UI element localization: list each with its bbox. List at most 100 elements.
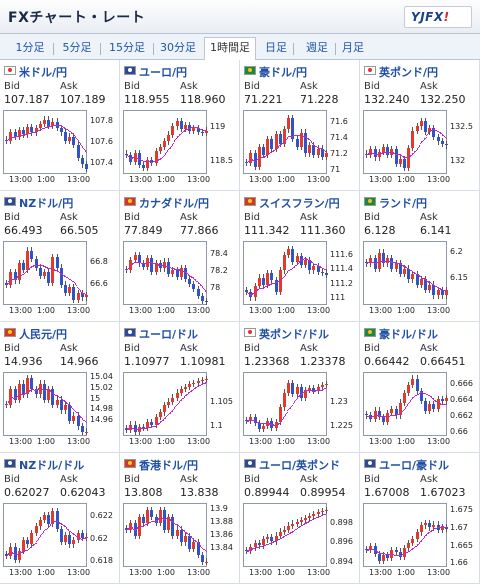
currency-panel[interactable]: NZドル/円 Bid Ask 66.493 66.505 66.8 66.6 13:… bbox=[0, 191, 120, 322]
currency-panel[interactable]: 豪ドル/円 Bid Ask 71.221 71.228 71.6 71.4 71.2… bbox=[240, 60, 360, 191]
currency-panel[interactable]: ユーロ/豪ドル Bid Ask 1.67008 1.67023 1.675 1.6… bbox=[360, 453, 480, 584]
currency-panel[interactable]: スイスフラン/円 Bid Ask 111.342 111.360 111.6 11… bbox=[240, 191, 360, 322]
moving-average-point bbox=[264, 286, 266, 288]
currency-panel[interactable]: 英ポンド/ドル Bid Ask 1.23368 1.23378 1.23 1.22… bbox=[240, 322, 360, 453]
yjfx-logo[interactable]: YJFX! bbox=[404, 6, 472, 28]
pair-name[interactable]: 米ドル/円 bbox=[19, 66, 68, 79]
pair-header[interactable]: NZドル/円 bbox=[4, 195, 118, 210]
moving-average-point bbox=[408, 402, 410, 404]
candlestick-chart[interactable]: 66.8 66.6 13:00 1:00 13:00 bbox=[3, 241, 117, 317]
moving-average-point bbox=[53, 521, 55, 523]
currency-panel[interactable]: 人民元/円 Bid Ask 14.936 14.966 15.04 15.02 15… bbox=[0, 322, 120, 453]
candlestick-chart[interactable]: 119 118.5 13:00 1:00 13:00 bbox=[123, 110, 237, 186]
pair-name[interactable]: NZドル/ドル bbox=[19, 459, 85, 472]
moving-average-point bbox=[265, 544, 267, 546]
moving-average-point bbox=[270, 424, 272, 425]
bid-label: Bid bbox=[4, 81, 20, 92]
tab-timeframe[interactable]: 日足 bbox=[265, 41, 287, 54]
pair-header[interactable]: 英ポンド/円 bbox=[364, 64, 478, 79]
moving-average-point bbox=[175, 137, 177, 139]
candlestick-chart[interactable]: 71.6 71.4 71.2 71 13:00 1:00 13:00 bbox=[243, 110, 357, 186]
moving-average-point bbox=[325, 151, 327, 153]
pair-name[interactable]: 豪ドル/円 bbox=[259, 66, 308, 79]
pair-header[interactable]: ユーロ/円 bbox=[124, 64, 238, 79]
candlestick-chart[interactable]: 6.2 6.15 13:00 1:00 13:00 bbox=[363, 241, 477, 317]
tab-timeframe[interactable]: 週足 bbox=[306, 41, 328, 54]
moving-average-point bbox=[169, 412, 171, 414]
pair-name[interactable]: NZドル/円 bbox=[19, 197, 74, 210]
pair-name[interactable]: スイスフラン/円 bbox=[259, 197, 340, 210]
moving-average-point bbox=[380, 552, 382, 554]
pair-header[interactable]: NZドル/ドル bbox=[4, 457, 118, 472]
bid-label: Bid bbox=[364, 81, 380, 92]
moving-average-point bbox=[147, 160, 149, 162]
currency-panel[interactable]: ランド/円 Bid Ask 6.128 6.141 6.2 6.15 13:00 1:… bbox=[360, 191, 480, 322]
candlestick-chart[interactable]: 1.23 1.225 13:00 1:00 13:00 bbox=[243, 372, 357, 448]
tab-timeframe[interactable]: 5分足 bbox=[62, 41, 92, 54]
pair-header[interactable]: 香港ドル/円 bbox=[124, 457, 238, 472]
tab-timeframe[interactable]: 月足 bbox=[342, 41, 364, 54]
candlestick-chart[interactable]: 0.622 0.62 0.618 13:00 1:00 13:00 bbox=[3, 503, 117, 579]
candlestick-chart[interactable]: 132.5 132 13:00 1:00 13:00 bbox=[363, 110, 477, 186]
candle-up bbox=[76, 533, 80, 540]
candlestick-chart[interactable]: 1.105 1.1 13:00 1:00 13:00 bbox=[123, 372, 237, 448]
tab-timeframe[interactable]: 30分足 bbox=[160, 41, 196, 54]
pair-header[interactable]: ランド/円 bbox=[364, 195, 478, 210]
currency-panel[interactable]: 豪ドル/ドル Bid Ask 0.66442 0.66451 0.666 0.66… bbox=[360, 322, 480, 453]
tab-timeframe[interactable]: 1時間足 bbox=[204, 37, 256, 61]
candlestick-chart[interactable]: 1.675 1.67 1.665 1.66 13:00 1:00 13:00 bbox=[363, 503, 477, 579]
candle-up bbox=[38, 519, 42, 527]
currency-panel[interactable]: 香港ドル/円 Bid Ask 13.808 13.838 13.9 13.88 13… bbox=[120, 453, 240, 584]
currency-panel[interactable]: カナダドル/円 Bid Ask 77.849 77.866 78.4 78.2 78… bbox=[120, 191, 240, 322]
moving-average-point bbox=[201, 129, 203, 131]
pair-name[interactable]: ユーロ/ドル bbox=[139, 328, 199, 341]
pair-header[interactable]: 人民元/円 bbox=[4, 326, 118, 341]
currency-panel[interactable]: NZドル/ドル Bid Ask 0.62027 0.62043 0.622 0.6… bbox=[0, 453, 120, 584]
moving-average-point bbox=[300, 259, 302, 261]
pair-name[interactable]: ユーロ/豪ドル bbox=[379, 459, 450, 472]
pair-name[interactable]: カナダドル/円 bbox=[139, 197, 210, 210]
pair-header[interactable]: ユーロ/英ポンド bbox=[244, 457, 358, 472]
pair-name[interactable]: 英ポンド/ドル bbox=[259, 328, 330, 341]
moving-average-point bbox=[34, 389, 36, 391]
pair-name[interactable]: 香港ドル/円 bbox=[139, 459, 199, 472]
pair-header[interactable]: カナダドル/円 bbox=[124, 195, 238, 210]
pair-name[interactable]: 英ポンド/円 bbox=[379, 66, 439, 79]
pair-header[interactable]: 豪ドル/ドル bbox=[364, 326, 478, 341]
x-tick-label: 1:00 bbox=[277, 568, 295, 577]
currency-panel[interactable]: ユーロ/英ポンド Bid Ask 0.89944 0.89954 0.898 0.… bbox=[240, 453, 360, 584]
moving-average-point bbox=[72, 280, 74, 282]
candlestick-chart[interactable]: 13.9 13.88 13.86 13.84 13:00 1:00 13:00 bbox=[123, 503, 237, 579]
pair-name[interactable]: ユーロ/英ポンド bbox=[259, 459, 341, 472]
pair-header[interactable]: スイスフラン/円 bbox=[244, 195, 358, 210]
moving-average-point bbox=[142, 262, 144, 264]
candlestick-chart[interactable]: 78.4 78.2 78 13:00 1:00 13:00 bbox=[123, 241, 237, 317]
moving-average-point bbox=[271, 542, 273, 544]
currency-panel[interactable]: ユーロ/ドル Bid Ask 1.10977 1.10981 1.105 1.1 1… bbox=[120, 322, 240, 453]
currency-panel[interactable]: 米ドル/円 Bid Ask 107.187 107.189 107.8 107.6… bbox=[0, 60, 120, 191]
pair-name[interactable]: 人民元/円 bbox=[19, 328, 68, 341]
currency-panel[interactable]: 英ポンド/円 Bid Ask 132.240 132.250 132.5 132 1… bbox=[360, 60, 480, 191]
moving-average-point bbox=[251, 293, 253, 295]
moving-average-point bbox=[316, 146, 318, 148]
tab-timeframe[interactable]: 15分足 bbox=[109, 41, 145, 54]
candlestick-chart[interactable]: 0.666 0.664 0.662 0.66 13:00 1:00 13:00 bbox=[363, 372, 477, 448]
candlestick-chart[interactable]: 111.6 111.4 111.2 111 13:00 1:00 13:00 bbox=[243, 241, 357, 317]
pair-header[interactable]: 豪ドル/円 bbox=[244, 64, 358, 79]
candle-down bbox=[419, 391, 423, 401]
candlestick-chart[interactable]: 107.8 107.6 107.4 13:00 1:00 13:00 bbox=[3, 110, 117, 186]
pair-header[interactable]: ユーロ/ドル bbox=[124, 326, 238, 341]
pair-header[interactable]: 米ドル/円 bbox=[4, 64, 118, 79]
candlestick-chart[interactable]: 0.898 0.896 0.894 13:00 1:00 13:00 bbox=[243, 503, 357, 579]
pair-name[interactable]: 豪ドル/ドル bbox=[379, 328, 439, 341]
pair-name[interactable]: ユーロ/円 bbox=[139, 66, 188, 79]
moving-average-point bbox=[251, 158, 252, 160]
pair-header[interactable]: ユーロ/豪ドル bbox=[364, 457, 478, 472]
pair-header[interactable]: 英ポンド/ドル bbox=[244, 326, 358, 341]
tab-timeframe[interactable]: 1分足 bbox=[15, 41, 45, 54]
candle-up bbox=[42, 271, 46, 277]
moving-average-point bbox=[35, 389, 37, 391]
currency-panel[interactable]: ユーロ/円 Bid Ask 118.955 118.960 119 118.5 13… bbox=[120, 60, 240, 191]
pair-name[interactable]: ランド/円 bbox=[379, 197, 428, 210]
candlestick-chart[interactable]: 15.04 15.02 15 14.98 14.96 13:00 1:00 13:00 bbox=[3, 372, 117, 448]
